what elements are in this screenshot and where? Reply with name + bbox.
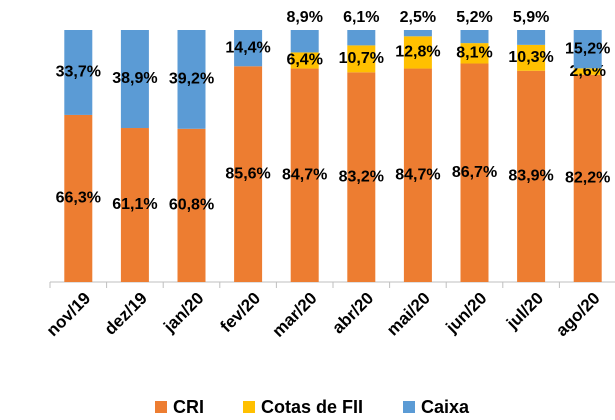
x-tick-label: abr/20 [328, 289, 377, 338]
x-tick-label: ago/20 [552, 289, 604, 341]
bar-segment [290, 68, 319, 282]
data-label: 6,4% [286, 52, 322, 69]
data-label: 14,4% [225, 39, 270, 56]
data-label: 15,2% [565, 40, 610, 57]
bar-segment [290, 52, 319, 69]
x-tick-label: fev/20 [217, 289, 265, 337]
bar-segment [573, 30, 602, 69]
bar-segment [403, 68, 432, 282]
bar-segment [517, 30, 546, 45]
bar-segment [573, 74, 602, 282]
data-label: 33,7% [56, 64, 101, 81]
bar-segment [290, 30, 319, 53]
bar-segment [403, 30, 432, 37]
data-label: 12,8% [395, 44, 440, 61]
bar-segment [234, 30, 263, 67]
data-label: 2,5% [400, 9, 436, 26]
data-label: 5,2% [456, 9, 492, 26]
legend-label: Cotas de FII [261, 397, 363, 417]
x-tick-label: jun/20 [442, 289, 491, 338]
data-label: 85,6% [225, 165, 270, 182]
bar-segment [347, 45, 376, 73]
bar-segment [177, 30, 206, 129]
x-tick-label: mai/20 [383, 289, 434, 340]
data-label: 84,7% [282, 166, 327, 183]
legend-label: CRI [173, 397, 204, 417]
bar-segment [120, 128, 149, 282]
bar-segment [403, 36, 432, 69]
bar-segment [120, 30, 149, 129]
data-label: 10,3% [508, 49, 553, 66]
data-label: 39,2% [169, 71, 214, 88]
data-label: 8,9% [286, 9, 322, 26]
x-tick-label: nov/19 [43, 289, 95, 341]
bar-segment [460, 30, 489, 44]
bar-segment [460, 63, 489, 283]
legend-swatch [243, 401, 255, 413]
bar-segment [517, 44, 546, 71]
x-tick-label: jan/20 [159, 289, 207, 337]
data-label: 8,1% [456, 45, 492, 62]
data-label: 61,1% [112, 196, 157, 213]
bar-segment [517, 70, 546, 282]
legend-swatch [403, 401, 415, 413]
data-label: 10,7% [339, 50, 384, 67]
bar-segment [573, 68, 602, 75]
bar-segment [177, 128, 206, 282]
bar-segment [460, 43, 489, 64]
data-label: 6,1% [343, 9, 379, 26]
data-label: 83,2% [339, 168, 384, 185]
bar-segment [234, 66, 263, 283]
bar-segment [347, 72, 376, 282]
bar-segment [347, 30, 376, 46]
x-tick-label: dez/19 [101, 289, 151, 339]
x-tick-label: jul/20 [502, 289, 547, 334]
data-label: 60,8% [169, 197, 214, 214]
legend-swatch [155, 401, 167, 413]
x-tick-label: mar/20 [268, 289, 320, 341]
bar-segment [64, 30, 93, 115]
data-label: 84,7% [395, 166, 440, 183]
data-label: 86,7% [452, 164, 497, 181]
data-label: 66,3% [56, 190, 101, 207]
data-label: 38,9% [112, 70, 157, 87]
legend-label: Caixa [421, 397, 470, 417]
data-label: 83,9% [508, 168, 553, 185]
data-label: 82,2% [565, 170, 610, 187]
bar-segment [64, 114, 93, 282]
data-label: 5,9% [513, 9, 549, 26]
